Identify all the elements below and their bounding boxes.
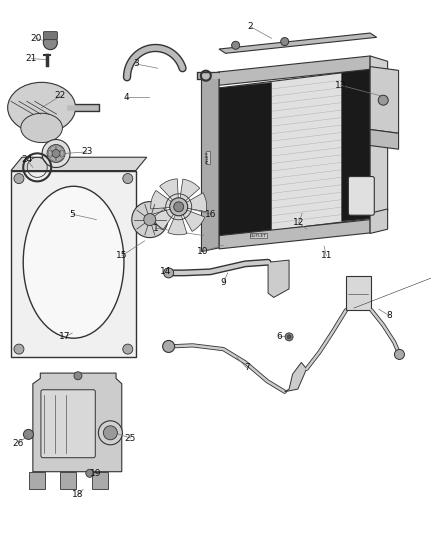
Polygon shape	[285, 362, 307, 392]
Text: 16: 16	[205, 210, 217, 219]
FancyBboxPatch shape	[60, 472, 76, 489]
Circle shape	[164, 268, 173, 278]
Polygon shape	[342, 69, 370, 221]
Polygon shape	[33, 373, 122, 472]
Polygon shape	[370, 67, 399, 133]
Wedge shape	[48, 150, 56, 157]
Text: 5: 5	[69, 210, 75, 219]
Polygon shape	[370, 209, 388, 233]
Text: 12: 12	[293, 219, 304, 227]
Text: 22: 22	[55, 92, 66, 100]
Circle shape	[86, 469, 94, 478]
Text: 13: 13	[335, 81, 346, 90]
FancyBboxPatch shape	[92, 472, 108, 489]
Polygon shape	[268, 260, 289, 297]
Circle shape	[285, 333, 293, 341]
Wedge shape	[160, 179, 178, 201]
Circle shape	[24, 430, 33, 439]
Circle shape	[174, 202, 184, 212]
Circle shape	[123, 174, 133, 183]
Wedge shape	[180, 179, 200, 201]
Wedge shape	[168, 214, 187, 235]
Text: 7: 7	[244, 364, 250, 372]
Wedge shape	[152, 209, 174, 230]
Polygon shape	[219, 69, 370, 237]
Polygon shape	[219, 56, 370, 85]
Ellipse shape	[21, 114, 62, 143]
Circle shape	[99, 421, 122, 445]
Text: 2: 2	[248, 22, 253, 31]
Circle shape	[103, 426, 117, 440]
Polygon shape	[201, 72, 219, 252]
Circle shape	[232, 41, 240, 50]
FancyBboxPatch shape	[11, 171, 136, 357]
Wedge shape	[183, 209, 205, 231]
FancyBboxPatch shape	[348, 176, 374, 215]
Wedge shape	[151, 190, 172, 209]
Circle shape	[162, 341, 175, 352]
Text: 4: 4	[124, 93, 129, 101]
Wedge shape	[56, 154, 63, 161]
Text: OUTLET: OUTLET	[250, 233, 267, 238]
Text: 8: 8	[386, 311, 392, 320]
Text: 9: 9	[220, 278, 226, 287]
Circle shape	[170, 198, 188, 216]
Circle shape	[47, 144, 65, 163]
FancyBboxPatch shape	[29, 472, 45, 489]
Circle shape	[123, 344, 133, 354]
Text: 11: 11	[321, 252, 332, 260]
Wedge shape	[49, 154, 56, 161]
Circle shape	[14, 344, 24, 354]
Circle shape	[42, 140, 70, 167]
Text: 21: 21	[26, 54, 37, 63]
Text: 1: 1	[152, 224, 159, 232]
FancyBboxPatch shape	[43, 31, 57, 39]
Circle shape	[395, 350, 404, 359]
Polygon shape	[219, 83, 272, 237]
Text: 3: 3	[133, 60, 139, 68]
Text: 24: 24	[21, 156, 33, 164]
Text: 18: 18	[72, 490, 84, 499]
Circle shape	[287, 335, 291, 339]
Ellipse shape	[23, 187, 124, 338]
Circle shape	[52, 149, 60, 158]
Text: 14: 14	[160, 268, 171, 276]
Circle shape	[74, 372, 82, 380]
Ellipse shape	[7, 82, 76, 133]
Text: 20: 20	[30, 34, 42, 43]
Circle shape	[144, 214, 156, 225]
Wedge shape	[49, 146, 56, 154]
Text: 25: 25	[125, 434, 136, 442]
Polygon shape	[11, 157, 147, 171]
Text: 19: 19	[90, 469, 101, 478]
Polygon shape	[219, 33, 377, 53]
Polygon shape	[370, 130, 399, 149]
Polygon shape	[219, 220, 370, 249]
Polygon shape	[370, 56, 388, 216]
Circle shape	[14, 174, 24, 183]
Wedge shape	[56, 150, 64, 157]
Text: 10: 10	[197, 247, 208, 256]
Circle shape	[378, 95, 388, 105]
Text: 23: 23	[81, 148, 92, 156]
Wedge shape	[186, 193, 207, 212]
Wedge shape	[56, 146, 63, 154]
FancyBboxPatch shape	[346, 276, 371, 310]
Text: 17: 17	[59, 333, 71, 341]
Text: 26: 26	[13, 439, 24, 448]
Circle shape	[132, 201, 168, 238]
Circle shape	[281, 37, 289, 46]
Text: INLET: INLET	[206, 151, 210, 163]
Text: 15: 15	[116, 252, 127, 260]
FancyBboxPatch shape	[41, 390, 95, 458]
Circle shape	[43, 36, 57, 50]
Text: 6: 6	[276, 333, 282, 341]
